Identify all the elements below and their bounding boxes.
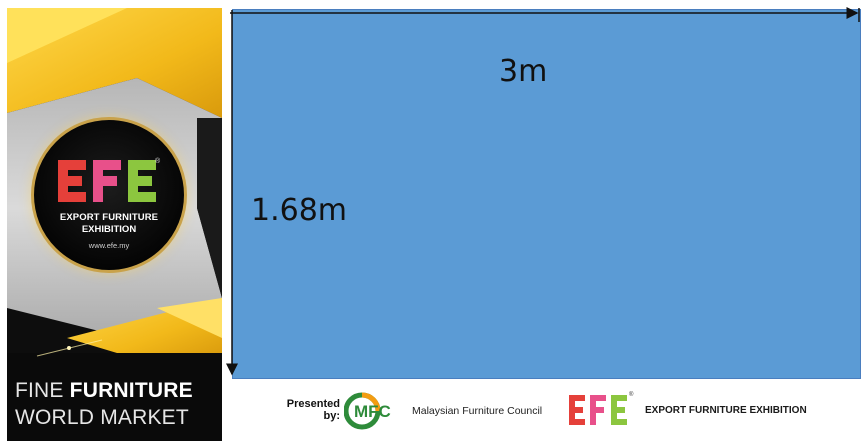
- presented-line1: Presented: [286, 398, 340, 410]
- logo-title-line2: EXHIBITION: [81, 224, 137, 235]
- mfc-logo-icon: MFC: [344, 392, 391, 430]
- exhibition-banner: ® EXPORT FURNITURE EXHIBITION www.efe.my…: [7, 8, 222, 441]
- efe-registered-mark: ®: [629, 392, 634, 398]
- presented-by-label: Presented by:: [282, 398, 340, 422]
- tagline-fine: FINE: [15, 379, 70, 402]
- logo-title-line1: EXPORT FURNITURE: [59, 212, 159, 223]
- tagline-furniture: FURNITURE: [69, 379, 193, 402]
- efe-logo-badge: ® EXPORT FURNITURE EXHIBITION www.efe.my: [31, 117, 187, 273]
- width-dimension-label: 3m: [499, 54, 548, 89]
- tagline-line1: FINE FURNITURE: [15, 380, 220, 401]
- mfc-name: Malaysian Furniture Council: [412, 405, 543, 417]
- efe-logo-icon: [58, 160, 156, 202]
- efe-small-logo-icon: [569, 395, 627, 425]
- presented-line2: by:: [323, 410, 341, 422]
- height-dimension-label: 1.68m: [251, 193, 348, 228]
- tagline-line2: WORLD MARKET: [15, 406, 189, 429]
- efe-name: EXPORT FURNITURE EXHIBITION: [645, 405, 807, 416]
- mfc-logo-text: MFC: [354, 402, 391, 421]
- registered-mark: ®: [155, 158, 161, 165]
- logo-website: www.efe.my: [88, 241, 130, 250]
